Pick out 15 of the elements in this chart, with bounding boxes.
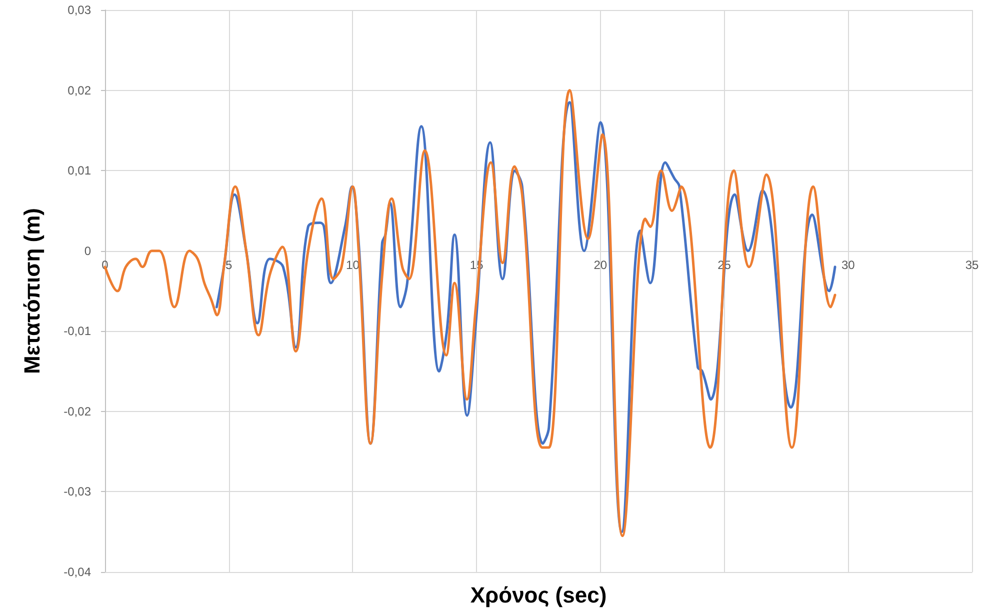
y-tick-label: 0,01 xyxy=(68,164,92,178)
y-tick-label: -0,04 xyxy=(64,565,92,579)
y-axis-title: Μετατόπιση (m) xyxy=(20,208,44,374)
line-series xyxy=(104,89,836,538)
y-tick-label: 0 xyxy=(84,244,92,258)
x-tick-label: 35 xyxy=(965,258,979,272)
x-tick-label: 30 xyxy=(841,258,856,272)
x-tick-label: 5 xyxy=(226,258,233,272)
x-axis-title: Χρόνος (sec) xyxy=(470,582,607,608)
y-tick-label: 0,02 xyxy=(68,83,92,98)
y-tick-label: 0,03 xyxy=(68,3,92,17)
y-tick-label: -0,03 xyxy=(64,484,92,499)
y-tick-label: -0,02 xyxy=(64,404,92,418)
y-tick-label: -0,01 xyxy=(64,324,92,338)
x-tick-label: 20 xyxy=(594,258,608,272)
